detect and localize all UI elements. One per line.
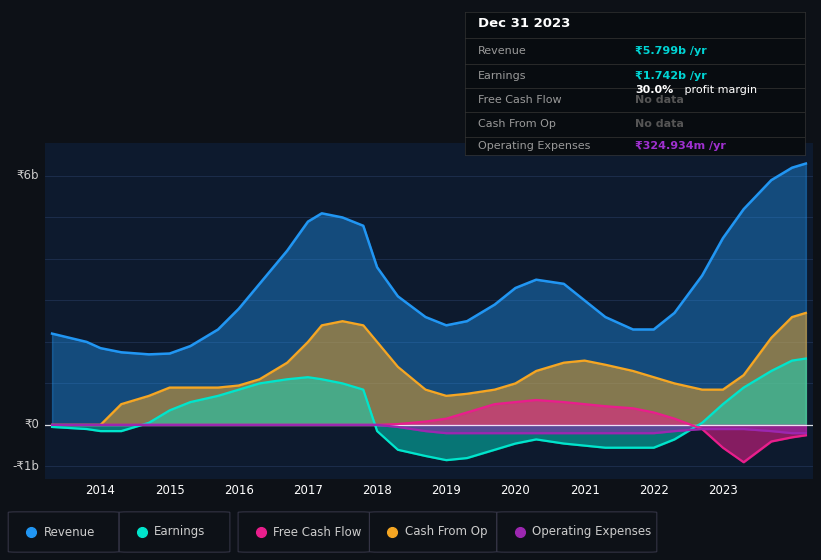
Text: Operating Expenses: Operating Expenses [532, 525, 651, 539]
Text: Dec 31 2023: Dec 31 2023 [479, 17, 571, 30]
Text: Earnings: Earnings [479, 71, 527, 81]
Text: -₹1b: -₹1b [12, 460, 39, 473]
Text: Operating Expenses: Operating Expenses [479, 141, 590, 151]
Text: ₹6b: ₹6b [16, 170, 39, 183]
Text: ₹5.799b /yr: ₹5.799b /yr [635, 46, 707, 56]
Text: Earnings: Earnings [154, 525, 206, 539]
Text: Revenue: Revenue [44, 525, 95, 539]
Text: Revenue: Revenue [479, 46, 527, 56]
Text: Cash From Op: Cash From Op [479, 119, 556, 129]
Text: ₹1.742b /yr: ₹1.742b /yr [635, 71, 707, 81]
Text: Free Cash Flow: Free Cash Flow [273, 525, 362, 539]
Text: 30.0%: 30.0% [635, 85, 673, 95]
Text: ₹0: ₹0 [24, 418, 39, 431]
Text: No data: No data [635, 95, 684, 105]
Text: profit margin: profit margin [681, 85, 757, 95]
Text: Cash From Op: Cash From Op [405, 525, 487, 539]
Text: ₹324.934m /yr: ₹324.934m /yr [635, 141, 726, 151]
Text: No data: No data [635, 119, 684, 129]
Text: Free Cash Flow: Free Cash Flow [479, 95, 562, 105]
